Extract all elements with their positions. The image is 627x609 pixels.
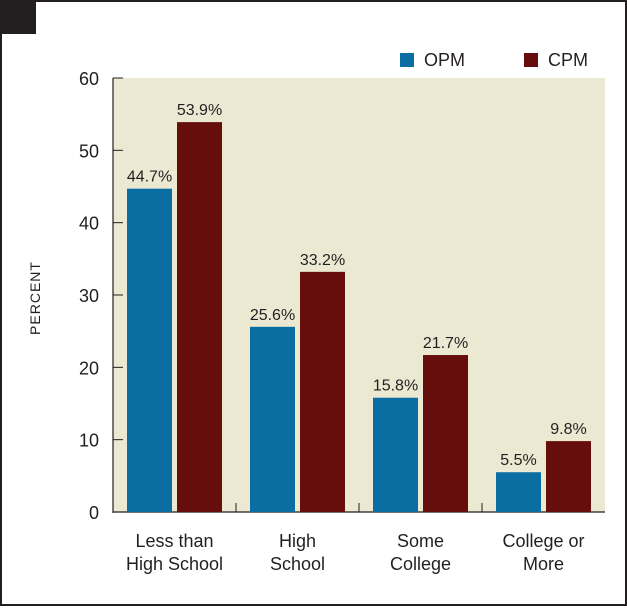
y-axis-label: PERCENT: [27, 261, 43, 335]
x-axis: Less than High School High School Some Colleg…: [113, 503, 605, 574]
y-tick-label: 40: [79, 214, 99, 234]
data-label: 21.7%: [423, 335, 468, 352]
data-label: 5.5%: [500, 452, 536, 469]
bar-cpm: [423, 355, 468, 512]
x-tick-label: Some: [397, 531, 444, 551]
x-tick-label: School: [270, 554, 325, 574]
legend-swatch-cpm: [524, 53, 538, 67]
bar-opm: [373, 397, 418, 512]
legend-label: OPM: [424, 50, 465, 70]
legend: OPM CPM: [400, 50, 588, 70]
bar-cpm: [300, 271, 345, 512]
data-label: 9.8%: [550, 421, 586, 438]
x-tick-label: High: [279, 531, 316, 551]
x-tick-label: College or: [502, 531, 584, 551]
x-tick-label: High School: [126, 554, 223, 574]
bar-cpm: [177, 122, 222, 512]
x-tick-label: More: [523, 554, 564, 574]
y-tick-label: 10: [79, 431, 99, 451]
bar-opm: [250, 326, 295, 512]
x-tick-label: College: [390, 554, 451, 574]
bar-opm: [496, 472, 541, 512]
corner-marker: [2, 2, 36, 34]
y-tick-label: 0: [89, 503, 99, 523]
data-label: 15.8%: [373, 378, 418, 395]
data-label: 44.7%: [127, 169, 172, 186]
y-axis: 0 10 20 30 40 50 60: [79, 69, 123, 523]
bars: 44.7% 53.9% 25.6% 33.2% 15.8% 21.7% 5.5% 9.8%: [127, 102, 591, 513]
x-tick-label: Less than: [135, 531, 213, 551]
legend-swatch-opm: [400, 53, 414, 67]
y-tick-label: 30: [79, 286, 99, 306]
data-label: 25.6%: [250, 307, 295, 324]
bar-opm: [127, 188, 172, 513]
bar-cpm: [546, 441, 591, 512]
data-label: 53.9%: [177, 102, 222, 119]
data-label: 33.2%: [300, 252, 345, 269]
y-tick-label: 60: [79, 69, 99, 89]
legend-label: CPM: [548, 50, 588, 70]
y-tick-label: 50: [79, 141, 99, 161]
y-tick-label: 20: [79, 358, 99, 378]
